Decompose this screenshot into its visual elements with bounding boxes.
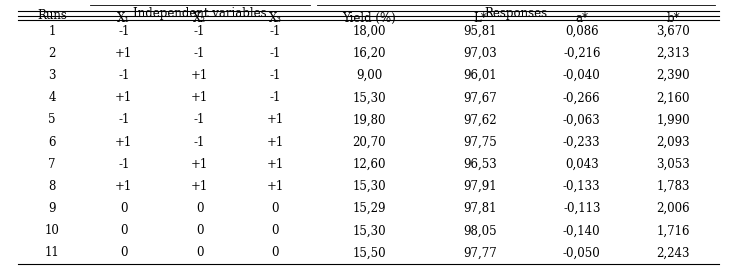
Text: a*: a* (575, 12, 588, 24)
Text: +1: +1 (191, 180, 208, 193)
Text: +1: +1 (115, 136, 132, 149)
Text: 97,91: 97,91 (464, 180, 497, 193)
Text: Runs: Runs (37, 9, 67, 22)
Text: X₂: X₂ (193, 12, 206, 24)
Text: 2,390: 2,390 (656, 69, 690, 82)
Text: 7: 7 (48, 158, 55, 171)
Text: 2,243: 2,243 (656, 246, 690, 259)
Text: 11: 11 (45, 246, 59, 259)
Text: -1: -1 (270, 91, 281, 104)
Text: -0,040: -0,040 (563, 69, 601, 82)
Text: X₁: X₁ (118, 12, 131, 24)
Text: 2,093: 2,093 (656, 136, 690, 149)
Text: 2: 2 (48, 47, 55, 60)
Text: 0: 0 (120, 224, 128, 237)
Text: -0,063: -0,063 (563, 114, 601, 126)
Text: +1: +1 (191, 91, 208, 104)
Text: 9: 9 (48, 202, 55, 215)
Text: Yield (%): Yield (%) (342, 12, 396, 24)
Text: 95,81: 95,81 (464, 25, 497, 38)
Text: 19,80: 19,80 (353, 114, 386, 126)
Text: L*: L* (474, 12, 487, 24)
Text: 97,81: 97,81 (464, 202, 497, 215)
Text: -1: -1 (194, 25, 205, 38)
Text: 5: 5 (48, 114, 55, 126)
Text: +1: +1 (267, 180, 284, 193)
Text: 1,783: 1,783 (656, 180, 690, 193)
Text: 1,990: 1,990 (656, 114, 690, 126)
Text: 0,086: 0,086 (565, 25, 599, 38)
Text: 0,043: 0,043 (565, 158, 599, 171)
Text: 12,60: 12,60 (353, 158, 386, 171)
Text: 4: 4 (48, 91, 55, 104)
Text: 0: 0 (196, 224, 204, 237)
Text: 3: 3 (48, 69, 55, 82)
Text: 96,01: 96,01 (464, 69, 497, 82)
Text: 98,05: 98,05 (464, 224, 497, 237)
Text: -1: -1 (118, 158, 129, 171)
Text: +1: +1 (191, 69, 208, 82)
Text: -1: -1 (118, 114, 129, 126)
Text: 15,30: 15,30 (353, 224, 386, 237)
Text: 15,50: 15,50 (353, 246, 386, 259)
Text: 3,670: 3,670 (656, 25, 690, 38)
Text: 0: 0 (120, 202, 128, 215)
Text: 20,70: 20,70 (353, 136, 386, 149)
Text: 0: 0 (120, 246, 128, 259)
Text: 18,00: 18,00 (353, 25, 386, 38)
Text: 2,313: 2,313 (656, 47, 690, 60)
Text: 16,20: 16,20 (353, 47, 386, 60)
Text: 0: 0 (272, 224, 280, 237)
Text: 97,77: 97,77 (464, 246, 497, 259)
Text: -1: -1 (270, 25, 281, 38)
Text: -0,133: -0,133 (563, 180, 601, 193)
Text: 1,716: 1,716 (656, 224, 690, 237)
Text: X₃: X₃ (269, 12, 282, 24)
Text: 0: 0 (272, 202, 280, 215)
Text: 15,30: 15,30 (353, 91, 386, 104)
Text: -0,233: -0,233 (563, 136, 601, 149)
Text: -1: -1 (118, 25, 129, 38)
Text: 0: 0 (272, 246, 280, 259)
Text: 0: 0 (196, 246, 204, 259)
Text: 3,053: 3,053 (656, 158, 690, 171)
Text: 15,29: 15,29 (353, 202, 386, 215)
Text: 10: 10 (45, 224, 59, 237)
Text: 15,30: 15,30 (353, 180, 386, 193)
Text: +1: +1 (267, 158, 284, 171)
Text: b*: b* (666, 12, 680, 24)
Text: -0,050: -0,050 (563, 246, 601, 259)
Text: -1: -1 (194, 47, 205, 60)
Text: -0,216: -0,216 (563, 47, 601, 60)
Text: Responses: Responses (485, 7, 548, 20)
Text: 8: 8 (48, 180, 55, 193)
Text: +1: +1 (115, 180, 132, 193)
Text: 2,006: 2,006 (656, 202, 690, 215)
Text: +1: +1 (115, 47, 132, 60)
Text: -1: -1 (194, 114, 205, 126)
Text: -1: -1 (194, 136, 205, 149)
Text: -0,266: -0,266 (563, 91, 601, 104)
Text: 9,00: 9,00 (356, 69, 383, 82)
Text: 1: 1 (48, 25, 55, 38)
Text: +1: +1 (267, 114, 284, 126)
Text: 97,75: 97,75 (464, 136, 497, 149)
Text: 97,03: 97,03 (464, 47, 497, 60)
Text: -1: -1 (270, 69, 281, 82)
Text: 0: 0 (196, 202, 204, 215)
Text: 6: 6 (48, 136, 55, 149)
Text: -0,113: -0,113 (563, 202, 601, 215)
Text: Independent variables: Independent variables (133, 7, 266, 20)
Text: 97,62: 97,62 (464, 114, 497, 126)
Text: -0,140: -0,140 (563, 224, 601, 237)
Text: 96,53: 96,53 (464, 158, 497, 171)
Text: 97,67: 97,67 (464, 91, 497, 104)
Text: +1: +1 (115, 91, 132, 104)
Text: -1: -1 (270, 47, 281, 60)
Text: +1: +1 (267, 136, 284, 149)
Text: +1: +1 (191, 158, 208, 171)
Text: -1: -1 (118, 69, 129, 82)
Text: 2,160: 2,160 (656, 91, 690, 104)
